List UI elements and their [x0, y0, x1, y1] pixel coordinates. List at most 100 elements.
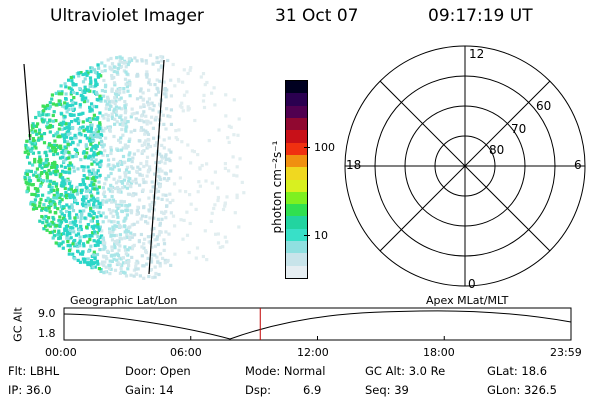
uv-pixel: [69, 113, 73, 117]
uv-pixel: [94, 131, 98, 135]
info-ip: IP: 36.0: [8, 383, 52, 397]
uv-pixel: [151, 62, 155, 66]
image-edge-left: [23, 63, 31, 141]
uv-pixel: [156, 60, 160, 64]
uv-pixel: [36, 189, 40, 193]
uv-pixel: [27, 139, 31, 143]
uv-pixel: [48, 130, 52, 134]
uv-pixel: [117, 63, 121, 67]
uv-pixel: [149, 121, 153, 125]
uv-pixel: [94, 84, 98, 88]
uv-pixel: [30, 124, 34, 128]
uv-pixel: [136, 267, 140, 271]
uv-pixel: [101, 153, 105, 157]
uv-pixel: [113, 186, 117, 191]
uv-pixel: [101, 114, 105, 118]
uv-pixel: [88, 173, 92, 177]
uv-pixel: [41, 104, 45, 108]
uv-pixel: [103, 85, 108, 89]
uv-pixel: [111, 198, 116, 202]
uv-pixel: [54, 103, 58, 107]
uv-pixel: [60, 212, 64, 216]
uv-pixel: [82, 174, 86, 178]
uv-pixel: [110, 190, 115, 194]
uv-pixel: [100, 89, 104, 93]
uv-pixel: [139, 126, 144, 130]
uv-pixel: [110, 99, 114, 103]
uv-pixel: [83, 134, 87, 138]
uv-pixel: [135, 59, 139, 63]
uv-pixel: [153, 265, 157, 269]
uv-pixel: [118, 188, 122, 192]
uv-pixel: [134, 272, 138, 276]
uv-pixel: [165, 198, 169, 202]
uv-pixel: [149, 253, 154, 257]
uv-pixel: [119, 257, 123, 261]
uv-pixel: [65, 209, 69, 214]
uv-pixel: [102, 264, 106, 268]
uv-pixel: [41, 113, 45, 117]
uv-pixel: [40, 117, 44, 121]
uv-pixel: [146, 100, 150, 104]
uv-pixel: [69, 193, 73, 197]
uv-pixel: [91, 210, 95, 214]
uv-pixel: [99, 139, 104, 143]
uv-pixel: [173, 224, 177, 228]
uv-pixel: [101, 192, 106, 196]
uv-pixel: [50, 163, 54, 168]
uv-pixel: [136, 220, 140, 224]
uv-pixel: [42, 227, 46, 231]
uv-pixel: [109, 148, 113, 152]
uv-pixel: [112, 257, 116, 261]
uv-pixel: [116, 72, 120, 76]
uv-pixel: [64, 190, 68, 194]
uv-pixel: [25, 190, 29, 194]
uv-pixel: [161, 55, 165, 59]
uv-pixel: [108, 198, 112, 202]
colorbar-tick-10: 10: [314, 229, 328, 242]
uv-pixel: [227, 124, 231, 128]
uv-pixel: [90, 162, 94, 166]
uv-pixel: [164, 127, 168, 131]
uv-pixel: [216, 241, 221, 245]
uv-pixel: [60, 150, 64, 154]
uv-pixel: [117, 168, 121, 172]
uv-pixel: [116, 220, 120, 224]
uv-pixel: [53, 170, 58, 174]
uv-pixel: [58, 156, 63, 160]
uv-pixel: [144, 139, 148, 143]
uv-pixel: [102, 190, 106, 194]
uv-pixel: [93, 230, 97, 234]
uv-pixel: [129, 231, 133, 235]
uv-pixel: [36, 173, 41, 178]
uv-pixel: [86, 176, 90, 180]
uv-pixel: [168, 201, 172, 205]
uv-pixel: [107, 187, 111, 191]
uv-pixel: [164, 153, 168, 157]
uv-pixel: [232, 98, 236, 102]
uv-pixel: [156, 196, 160, 200]
info-glon: GLon: 326.5: [487, 383, 557, 397]
uv-pixel: [93, 184, 98, 188]
uv-pixel: [85, 194, 89, 198]
uv-pixel: [77, 71, 81, 75]
uv-pixel: [147, 81, 151, 85]
uv-pixel: [159, 55, 163, 59]
uv-pixel: [45, 154, 49, 158]
uv-pixel: [89, 198, 93, 202]
uv-pixel: [164, 193, 168, 197]
uv-pixel: [59, 146, 63, 150]
uv-pixel: [79, 94, 83, 98]
uv-pixel: [94, 90, 98, 95]
uv-pixel: [94, 198, 98, 202]
uv-pixel: [70, 137, 74, 141]
uv-pixel: [145, 163, 149, 167]
uv-pixel: [76, 249, 80, 253]
uv-pixel: [78, 244, 82, 248]
uv-pixel: [129, 273, 133, 277]
uv-pixel: [85, 146, 89, 150]
uv-pixel: [225, 195, 229, 199]
uv-pixel: [127, 263, 131, 268]
uv-pixel: [129, 130, 133, 134]
uv-pixel: [103, 99, 107, 103]
